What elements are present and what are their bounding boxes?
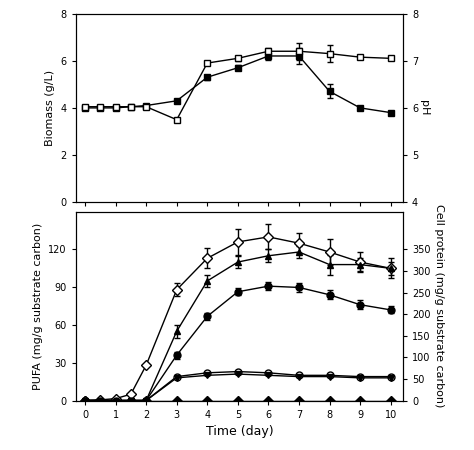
X-axis label: Time (day): Time (day) (206, 425, 273, 438)
Y-axis label: Cell protein (mg/g substrate carbon): Cell protein (mg/g substrate carbon) (435, 204, 445, 408)
Y-axis label: pH: pH (419, 100, 429, 116)
Y-axis label: Biomass (g/L): Biomass (g/L) (45, 70, 55, 146)
Y-axis label: PUFA (mg/g substrate carbon): PUFA (mg/g substrate carbon) (33, 222, 43, 390)
